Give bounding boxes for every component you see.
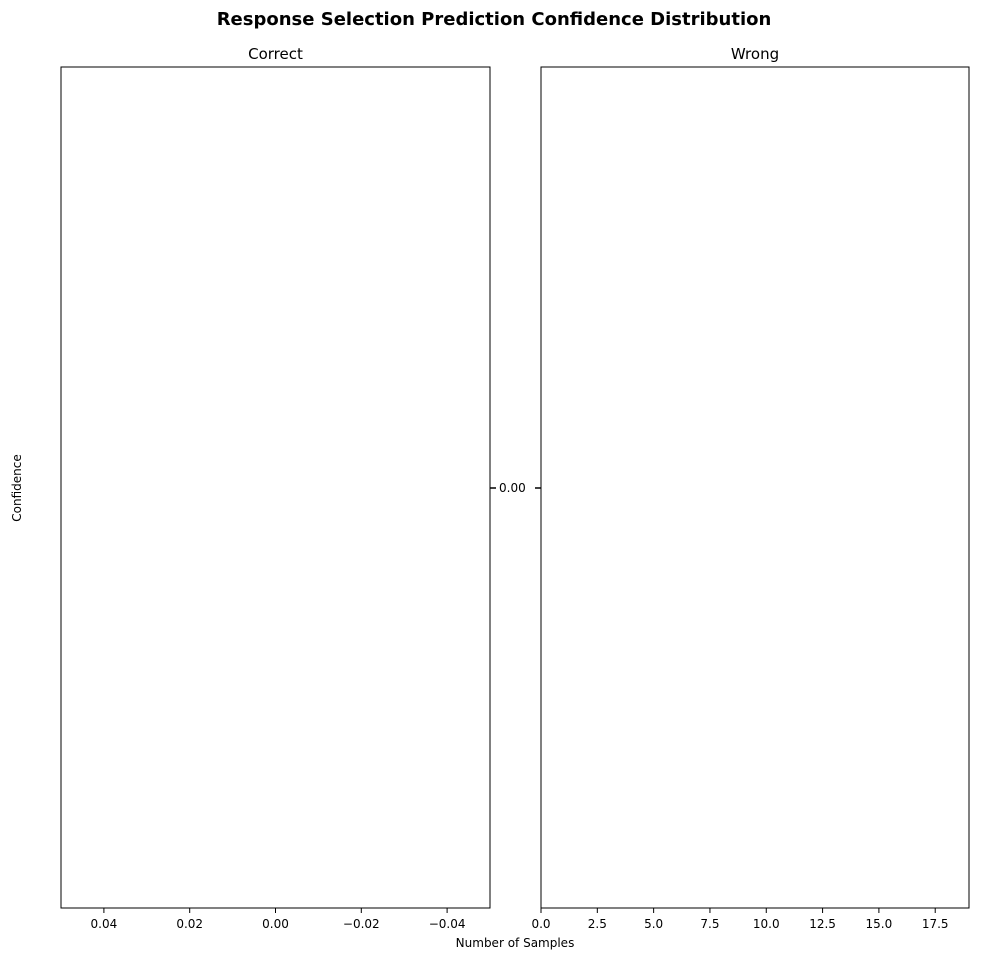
panel-correct: Correct (60, 45, 491, 909)
panel-title-correct: Correct (248, 45, 303, 63)
y-axis-label: Confidence (10, 454, 24, 521)
x-axis-label: Number of Samples (456, 936, 575, 950)
x-tick-label: 5.0 (644, 917, 663, 931)
x-tick-label: 0.0 (531, 917, 550, 931)
y-tick-label: 0.00 (499, 481, 526, 495)
x-tick-label: 0.02 (176, 917, 203, 931)
x-ticks-wrong: 0.0 2.5 5.0 7.5 10.0 12.5 15.0 17.5 (531, 908, 949, 931)
x-tick-label: 2.5 (588, 917, 607, 931)
x-tick-label: 10.0 (753, 917, 780, 931)
plot-area-correct (60, 66, 491, 909)
figure-title: Response Selection Prediction Confidence… (217, 9, 772, 30)
x-tick-label: 15.0 (866, 917, 893, 931)
x-tick-label: 0.04 (91, 917, 118, 931)
x-ticks-correct: 0.04 0.02 0.00 −0.02 −0.04 (91, 908, 466, 931)
x-tick-label: 7.5 (700, 917, 719, 931)
x-tick-label: −0.02 (343, 917, 380, 931)
x-tick-label: 17.5 (922, 917, 949, 931)
x-tick-label: 12.5 (809, 917, 836, 931)
x-tick-label: 0.00 (262, 917, 289, 931)
plot-area-wrong (540, 66, 970, 909)
panel-wrong: Wrong (540, 45, 970, 909)
x-tick-label: −0.04 (429, 917, 466, 931)
panel-title-wrong: Wrong (731, 45, 779, 63)
